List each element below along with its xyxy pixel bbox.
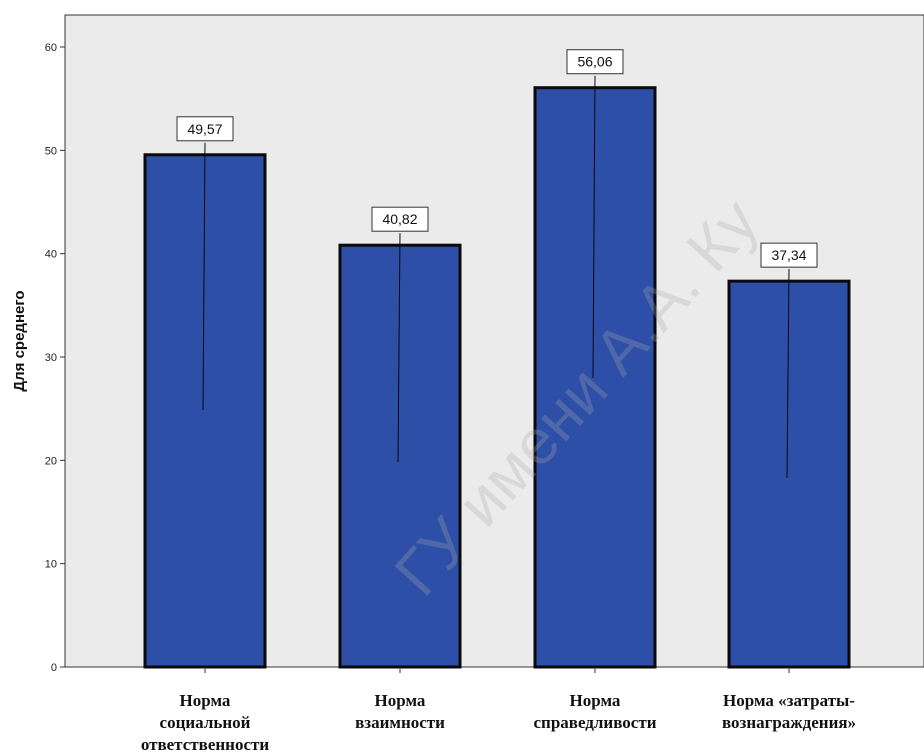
bars-group	[143, 86, 851, 669]
data-label-box	[176, 116, 234, 142]
y-tick-label: 40	[45, 249, 57, 261]
x-tick-label: Норма	[375, 691, 426, 710]
x-tick-label: Норма	[180, 691, 231, 710]
y-tick-label: 30	[45, 352, 57, 364]
y-tick-label: 50	[45, 145, 57, 157]
data-label: 37,34	[771, 247, 806, 263]
data-label-leader	[202, 142, 206, 411]
x-tick-label: справедливости	[534, 713, 657, 732]
y-tick-label: 0	[51, 662, 57, 674]
bar	[143, 153, 267, 669]
bar	[338, 243, 462, 669]
y-axis-title: Для среднего	[11, 290, 28, 391]
bar	[727, 279, 851, 669]
x-tick-label: вознаграждения»	[722, 713, 856, 732]
data-label-leader	[397, 233, 401, 463]
x-tick-label: взаимности	[355, 713, 445, 732]
data-label-box	[760, 242, 818, 268]
y-tick-label: 20	[45, 455, 57, 467]
data-label-box	[371, 206, 429, 232]
data-labels-group: 49,57 40,82 56,06 37,34	[176, 49, 818, 479]
y-tick-label: 10	[45, 559, 57, 571]
y-tick-label: 60	[45, 42, 57, 54]
x-tick-label: ответственности	[141, 735, 270, 754]
data-label: 56,06	[577, 54, 612, 70]
bar	[533, 86, 657, 669]
x-tick-label: социальной	[160, 713, 251, 732]
x-tick-label: Норма	[570, 691, 621, 710]
data-label-leader	[592, 75, 596, 379]
data-label-box	[566, 49, 624, 75]
data-label-leader	[786, 269, 790, 479]
y-axis: 0 10 20 30 40 50 60	[45, 42, 65, 674]
data-label: 40,82	[382, 211, 417, 227]
data-label: 49,57	[187, 121, 222, 137]
x-tick-label: Норма «затраты-	[723, 691, 855, 710]
x-axis: Норма социальной ответственности Норма взаим…	[141, 667, 856, 754]
